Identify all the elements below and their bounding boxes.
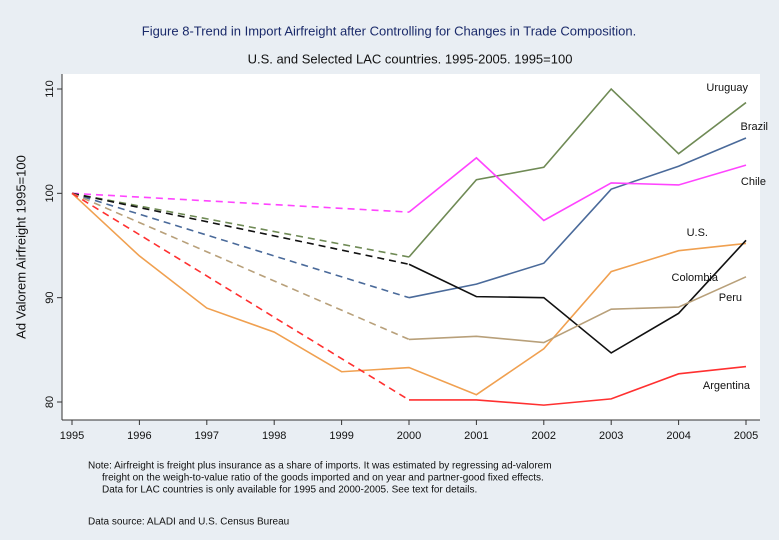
series-line xyxy=(408,156,747,222)
source: Data source: ALADI and U.S. Census Burea… xyxy=(88,517,289,528)
gap-line xyxy=(71,192,410,401)
y-axis-label: Ad Valorem Airfreight 1995=100 xyxy=(13,155,28,339)
note: freight on the weigh-to-value ratio of t… xyxy=(102,473,544,484)
y-tick-label: 90 xyxy=(44,292,56,304)
series-label: Chile xyxy=(741,176,766,188)
x-tick-label: 2000 xyxy=(397,430,421,442)
gap-line xyxy=(71,192,410,299)
series-label: Uruguay xyxy=(706,82,748,94)
series-label: Peru xyxy=(719,292,742,304)
y-tick-label: 100 xyxy=(44,184,56,202)
x-tick-label: 1998 xyxy=(262,430,286,442)
series-label: Brazil xyxy=(740,121,768,133)
x-tick-label: 2001 xyxy=(464,430,488,442)
x-tick-label: 2004 xyxy=(666,430,690,442)
note: Data for LAC countries is only available… xyxy=(102,485,477,496)
series-line xyxy=(409,365,747,406)
chart-subtitle: U.S. and Selected LAC countries. 1995-20… xyxy=(248,51,573,66)
gap-line xyxy=(71,192,410,266)
series-line xyxy=(408,87,747,258)
note: Note: Airfreight is freight plus insuran… xyxy=(88,461,552,472)
gap-line xyxy=(71,192,410,213)
y-tick-label: 80 xyxy=(44,396,56,408)
x-tick-label: 1996 xyxy=(127,430,151,442)
x-tick-label: 1997 xyxy=(195,430,219,442)
y-tick-label: 110 xyxy=(44,80,56,98)
series-label: Argentina xyxy=(703,380,751,392)
series-label: Colombia xyxy=(672,272,719,284)
x-tick-label: 1995 xyxy=(60,430,84,442)
chart-title: Figure 8-Trend in Import Airfreight afte… xyxy=(142,23,636,38)
series-line xyxy=(408,276,747,344)
x-tick-label: 2005 xyxy=(734,430,758,442)
x-tick-label: 2002 xyxy=(532,430,556,442)
gap-line xyxy=(71,192,410,341)
x-tick-label: 2003 xyxy=(599,430,623,442)
series-line xyxy=(408,137,747,299)
series-line xyxy=(71,192,747,396)
series-label: U.S. xyxy=(687,227,708,239)
x-tick-label: 1999 xyxy=(329,430,353,442)
gap-line xyxy=(71,192,410,258)
plot-area xyxy=(62,74,760,420)
